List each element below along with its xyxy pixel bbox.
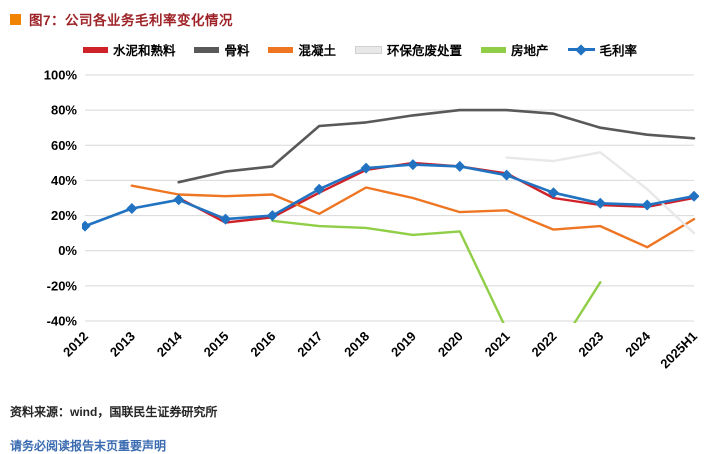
legend-marker-icon (194, 46, 220, 53)
legend-label: 水泥和熟料 (112, 44, 176, 58)
data-point-diamond-icon (82, 220, 91, 232)
source-note: 资料来源：wind，国联民生证券研究所 (10, 405, 218, 419)
series-line (271, 219, 602, 323)
x-axis-tick-label: 2024 (622, 328, 654, 360)
y-axis-tick-label: 20% (51, 208, 77, 223)
series-line (505, 151, 696, 235)
x-axis-tick-label: 2021 (482, 329, 513, 360)
data-point-diamond-icon (220, 213, 232, 225)
data-point-diamond-icon (454, 160, 466, 172)
x-axis-tick-label: 2018 (341, 329, 372, 360)
x-axis-tick-label: 2023 (575, 329, 606, 360)
data-point-diamond-icon (126, 203, 138, 215)
data-point-diamond-icon (688, 190, 699, 202)
data-point-diamond-icon (360, 162, 372, 174)
x-axis-tick-label: 2020 (435, 329, 466, 360)
x-axis-tick-label: 2016 (247, 329, 278, 360)
legend-marker-icon (268, 46, 294, 53)
series-line (177, 161, 696, 224)
legend-item: 水泥和熟料 (82, 40, 176, 59)
data-point-diamond-icon (641, 199, 653, 211)
legend-label: 环保危废处置 (387, 44, 463, 58)
series-line (130, 184, 696, 249)
x-axis-tick-label: 2015 (201, 329, 232, 360)
legend-label: 混凝土 (298, 44, 336, 58)
legend-label: 骨料 (224, 44, 250, 58)
y-axis-tick-label: 40% (51, 173, 77, 188)
y-axis-tick-label: 80% (51, 103, 77, 118)
data-point-diamond-icon (594, 197, 606, 209)
y-axis-tick-label: 60% (51, 138, 77, 153)
x-axis-tick-label: 2012 (60, 329, 91, 360)
figure-title: 图7：公司各业务毛利率变化情况 (29, 13, 234, 28)
legend-item: 骨料 (194, 40, 249, 59)
diamond-marker-icon (575, 43, 587, 56)
legend-label: 毛利率 (599, 44, 638, 58)
series-line (177, 108, 696, 184)
legend-item: 房地产 (481, 40, 549, 59)
x-axis-tick-label: 2017 (294, 329, 325, 360)
gross-margin-line-chart: -40% -20% 0% 20% 40% 60% 80% 100% 2012 2013 2014 20… (44, 68, 700, 372)
legend-label: 房地产 (511, 44, 549, 58)
y-axis-tick-label: 0% (58, 243, 77, 258)
x-axis-tick-label: 2025H1 (657, 329, 700, 372)
legend-item: 毛利率 (567, 40, 638, 59)
data-point-diamond-icon (501, 169, 513, 181)
data-point-diamond-icon (313, 183, 325, 195)
series-line (83, 163, 696, 228)
x-axis-tick-label: 2019 (388, 329, 419, 360)
legend-marker-icon (481, 46, 507, 53)
x-axis-tick-label: 2013 (107, 329, 138, 360)
page-disclaimer: 请务必阅读报告末页重要声明 (10, 439, 167, 453)
x-axis-tick-label: 2014 (154, 328, 186, 360)
title-bullet-icon (10, 13, 21, 25)
legend-marker-icon (567, 43, 595, 56)
y-axis-tick-label: 100% (44, 68, 78, 83)
x-axis-tick-label: 2022 (529, 329, 560, 360)
y-axis-tick-label: -20% (47, 278, 78, 293)
data-point-diamond-icon (547, 187, 559, 199)
legend-marker-icon (355, 45, 382, 54)
y-axis-tick-label: -40% (47, 314, 78, 329)
chart-legend: 水泥和熟料 骨料 混凝土 环保危废处置 房地产 毛利率 (0, 40, 720, 59)
legend-item: 混凝土 (268, 40, 336, 59)
figure-header: 图7：公司各业务毛利率变化情况 (0, 0, 720, 29)
data-point-diamond-icon (266, 210, 278, 222)
legend-marker-icon (82, 46, 108, 53)
data-point-diamond-icon (407, 159, 419, 171)
legend-item: 环保危废处置 (355, 40, 462, 59)
data-point-diamond-icon (173, 194, 185, 206)
